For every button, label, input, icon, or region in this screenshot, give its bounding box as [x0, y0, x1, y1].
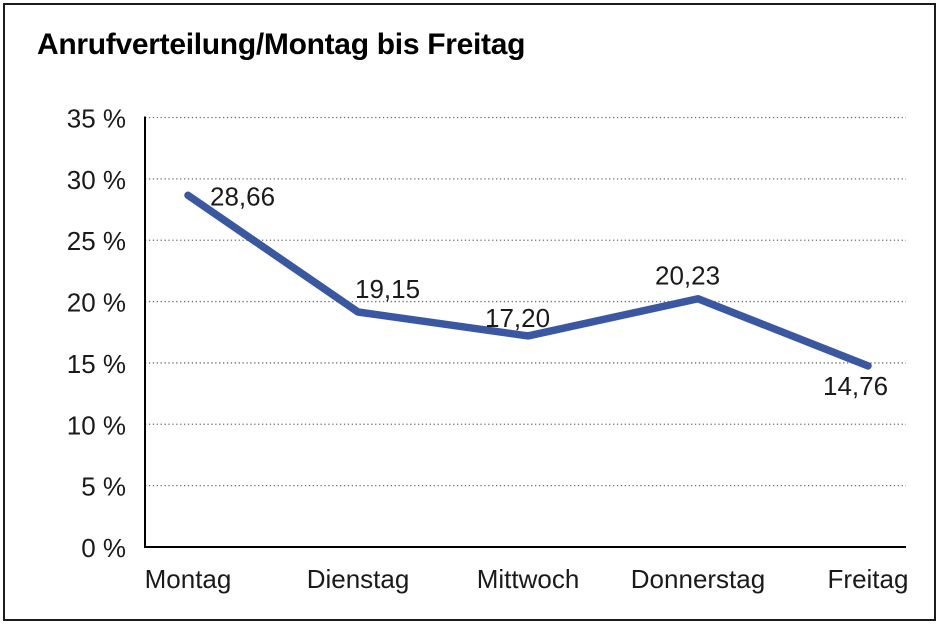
chart-title: Anrufverteilung/Montag bis Freitag — [37, 28, 526, 61]
x-tick-label: Montag — [145, 564, 232, 594]
series-line — [184, 191, 872, 370]
value-label: 14,76 — [823, 371, 888, 401]
value-label: 19,15 — [355, 274, 420, 304]
y-tick-label: 0 % — [81, 533, 126, 563]
y-tick-label: 5 % — [81, 472, 126, 502]
y-tick-label: 25 % — [67, 226, 126, 256]
y-tick-label: 35 % — [67, 104, 126, 134]
value-label: 20,23 — [655, 261, 720, 291]
y-tick-label: 30 % — [67, 165, 126, 195]
y-tick-label: 20 % — [67, 288, 126, 318]
x-tick-label: Dienstag — [307, 564, 410, 594]
x-tick-label: Mittwoch — [477, 564, 580, 594]
y-tick-label: 10 % — [67, 410, 126, 440]
value-label: 28,66 — [210, 181, 275, 211]
chart-frame-border — [3, 3, 936, 621]
x-tick-label: Donnerstag — [631, 564, 765, 594]
y-tick-label: 15 % — [67, 349, 126, 379]
x-tick-label: Freitag — [828, 564, 909, 594]
value-label: 17,20 — [485, 303, 550, 333]
